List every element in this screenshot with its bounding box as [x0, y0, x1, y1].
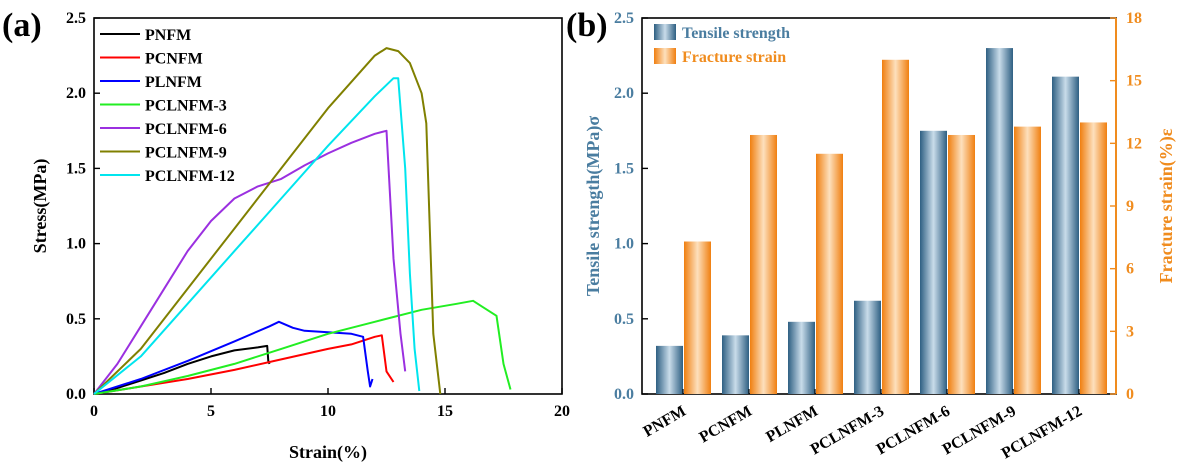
series-line-pcnfm	[93, 334, 395, 395]
stress-strain-panel: (a) 0 5 10 15 20 0.0 0.5 1.0 1.5 2.0 2.5 PNFM PCNFM…	[2, 7, 570, 463]
y-tick-label: 1.0	[66, 236, 86, 253]
left-y-tick-label: 1.0	[614, 236, 634, 253]
y-tick-label: 2.5	[66, 10, 86, 27]
panel-a-label: (a)	[2, 7, 42, 44]
x-tick-label: 0	[90, 403, 98, 420]
tensile-strength-bar	[788, 321, 815, 394]
series-line-pclnfm-9	[93, 47, 442, 395]
right-y-tick-label: 3	[1126, 323, 1134, 340]
legend-swatch	[654, 24, 676, 40]
category-label: PCNFM	[696, 403, 755, 447]
panel-a-x-axis-title: Strain(%)	[289, 442, 367, 463]
x-tick-label: 20	[554, 403, 570, 420]
right-y-tick-label: 0	[1126, 386, 1134, 403]
y-tick-label: 1.5	[66, 160, 86, 177]
left-y-tick-label: 2.5	[614, 10, 634, 27]
legend-label: PNFM	[145, 27, 191, 44]
right-y-tick-label: 15	[1126, 73, 1142, 90]
left-y-tick-label: 0.0	[614, 386, 634, 403]
right-y-tick-label: 18	[1126, 10, 1142, 27]
right-y-tick-label: 12	[1126, 135, 1142, 152]
series-line-pclnfm-12	[93, 77, 421, 395]
category-label: PLNFM	[763, 403, 821, 446]
fracture-strain-bar	[684, 241, 711, 394]
left-y-tick-label: 2.0	[614, 85, 634, 102]
y-tick-label: 0.5	[66, 311, 86, 328]
legend-label: PLNFM	[145, 74, 202, 91]
x-tick-label: 15	[437, 403, 453, 420]
tensile-strength-bar	[1052, 76, 1079, 394]
bar-chart-panel: (b) 0.0 0.5 1.0 1.5 2.0 2.5 0 3 6 9 12 15 18 PNFM PCN…	[566, 7, 1177, 462]
left-y-tick-label: 1.5	[614, 160, 634, 177]
panel-b-right-axis-title: Fracture strain(%)ε	[1156, 128, 1177, 283]
series-line-plnfm	[93, 320, 374, 395]
legend-label: PCNFM	[145, 51, 203, 68]
y-tick-label: 2.0	[66, 85, 86, 102]
category-label: PCLNFM-6	[874, 403, 953, 459]
legend-label: Fracture strain	[682, 49, 786, 66]
tensile-strength-bar	[920, 130, 947, 395]
tensile-strength-bar	[854, 300, 881, 394]
legend-label: Tensile strength	[682, 25, 790, 42]
category-label: PCLNFM-3	[808, 403, 887, 459]
fracture-strain-bar	[882, 59, 909, 395]
fracture-strain-bar	[1080, 122, 1107, 394]
panel-a-y-axis-title: Stress(MPa)	[30, 159, 51, 254]
tensile-strength-bar	[722, 335, 749, 394]
legend-label: PCLNFM-12	[145, 168, 235, 185]
fracture-strain-bar	[750, 134, 777, 394]
series-line-pnfm	[93, 344, 271, 395]
right-y-tick-label: 6	[1126, 261, 1134, 278]
fracture-strain-bar	[1014, 126, 1041, 394]
panel-b-left-axis-title: Tensile strength(MPa)σ	[583, 116, 604, 296]
tensile-strength-bar	[986, 48, 1013, 394]
legend-label: PCLNFM-6	[145, 121, 227, 138]
left-y-tick-label: 0.5	[614, 311, 634, 328]
series-line-pclnfm-6	[93, 129, 407, 395]
y-tick-label: 0.0	[66, 386, 86, 403]
x-tick-label: 10	[320, 403, 336, 420]
legend-swatch	[654, 48, 676, 64]
fracture-strain-bar	[816, 153, 843, 394]
series-line-pclnfm-3	[93, 299, 512, 395]
legend-label: PCLNFM-3	[145, 98, 227, 115]
panel-b-label: (b)	[566, 7, 608, 44]
right-y-tick-label: 9	[1126, 198, 1134, 215]
x-tick-label: 5	[207, 403, 215, 420]
tensile-strength-bar	[656, 345, 683, 394]
legend-label: PCLNFM-9	[145, 145, 227, 162]
fracture-strain-bar	[948, 134, 975, 394]
category-label: PNFM	[640, 403, 689, 441]
